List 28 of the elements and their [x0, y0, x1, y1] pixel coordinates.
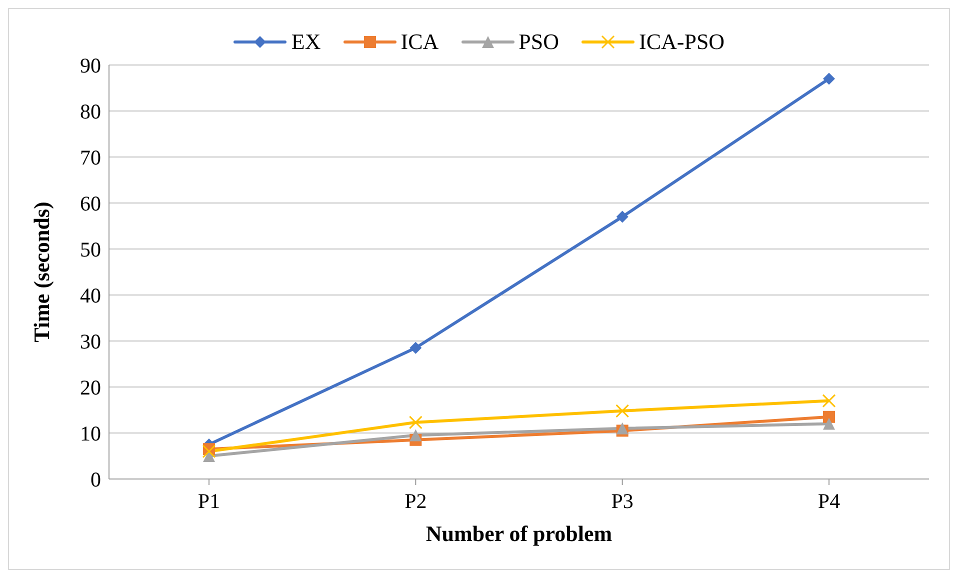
point: [616, 422, 628, 434]
point: [616, 210, 628, 223]
x-tick-label: P1: [198, 488, 220, 513]
point: [410, 429, 422, 442]
y-tick-label: 90: [80, 53, 101, 78]
point: [203, 450, 215, 462]
point: [410, 342, 422, 354]
y-tick-label: 10: [80, 421, 101, 446]
x-tick-label: P4: [818, 488, 841, 513]
point: [823, 410, 835, 423]
legend-label: EX: [291, 29, 321, 55]
y-tick-label: 20: [80, 375, 101, 400]
y-tick-label: 40: [80, 283, 101, 308]
y-tick-label: 30: [80, 329, 101, 354]
legend-label: ICA-PSO: [639, 29, 725, 55]
y-tick-label: 0: [90, 467, 101, 492]
y-tick-label: 50: [80, 237, 101, 262]
x-tick-label: P2: [404, 488, 427, 513]
y-tick-label: 80: [80, 99, 101, 124]
y-tick-label: 70: [80, 145, 101, 170]
legend-label: ICA: [400, 29, 439, 55]
x-axis-title: Number of problem: [426, 521, 612, 546]
y-axis-title: Time (seconds): [28, 202, 54, 342]
y-tick-label: 60: [80, 191, 101, 216]
point: [823, 418, 835, 430]
legend-label: PSO: [518, 29, 559, 55]
point: [823, 72, 835, 85]
x-tick-label: P3: [611, 488, 634, 513]
